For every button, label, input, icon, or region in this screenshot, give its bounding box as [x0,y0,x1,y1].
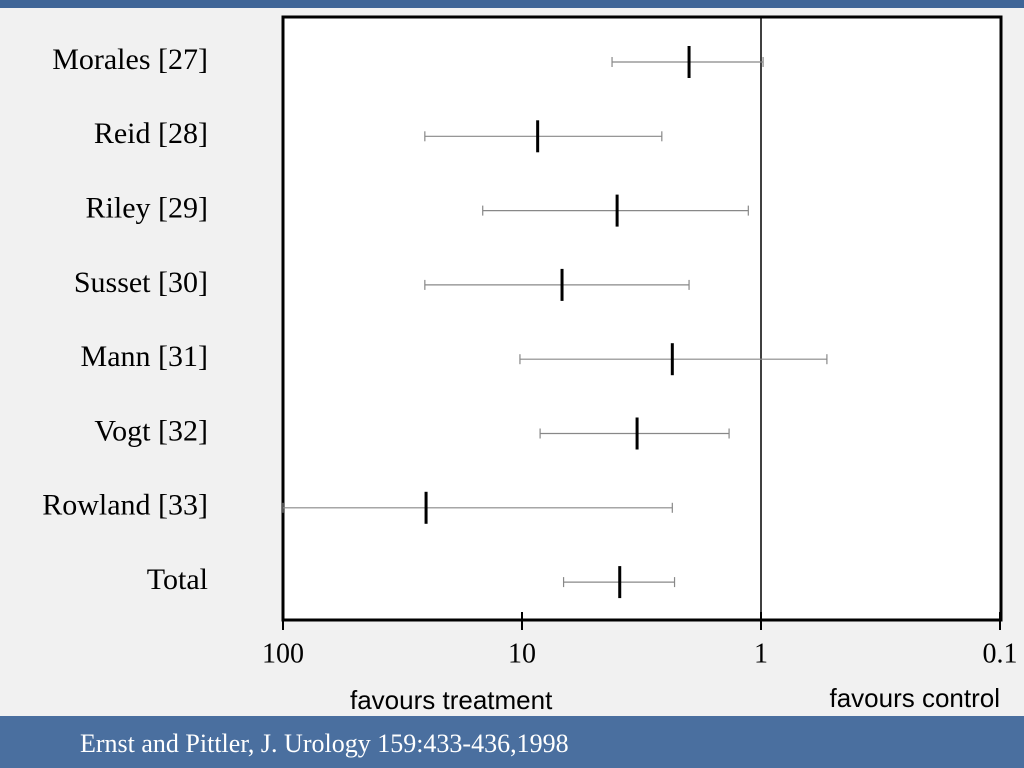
x-label-right: favours control [829,683,1000,713]
study-label: Reid [28] [94,117,208,150]
study-label: Rowland [33] [42,489,208,522]
study-label: Susset [30] [74,266,208,299]
caption-bar [0,716,1024,768]
x-label-left: favours treatment [350,685,553,715]
study-label: Morales [27] [52,43,208,76]
x-tick-label: 100 [262,638,304,669]
study-label: Total [147,563,208,596]
top-bar [0,0,1024,8]
caption: Ernst and Pittler, J. Urology 159:433-43… [80,729,569,758]
x-tick-label: 0.1 [983,638,1018,669]
x-tick-label: 10 [508,638,536,669]
x-tick-label: 1 [754,638,768,669]
study-label: Vogt [32] [94,414,208,447]
study-label: Riley [29] [86,191,208,224]
plot-frame [281,15,1003,622]
study-label: Mann [31] [81,340,208,373]
